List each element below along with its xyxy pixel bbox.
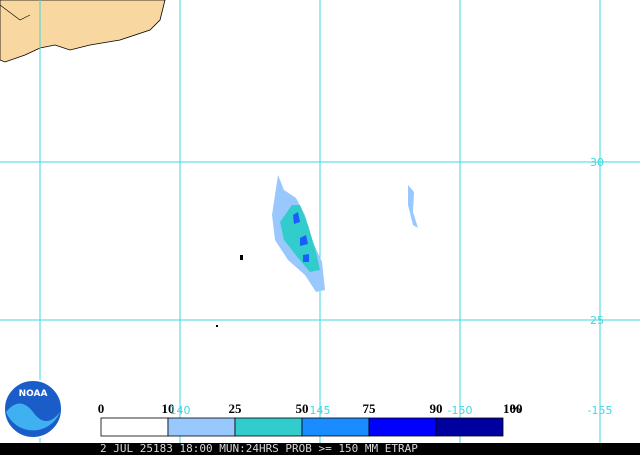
- logo-text: NOAA: [19, 389, 48, 399]
- legend-swatch: [368, 417, 437, 437]
- legend-label: 25: [229, 401, 243, 416]
- graticule: [0, 0, 640, 443]
- latitude-label: 25: [590, 314, 604, 327]
- legend-swatch: [167, 417, 236, 437]
- legend-label: 100: [503, 401, 523, 416]
- legend-label: 10: [162, 401, 175, 416]
- latitude-label: 30: [590, 156, 604, 169]
- longitude-label: -150: [448, 404, 473, 417]
- land: [0, 0, 166, 63]
- legend-swatch: [301, 417, 370, 437]
- legend-swatch: [435, 417, 504, 437]
- legend-unit: %: [509, 401, 522, 416]
- footer-bar: [0, 443, 640, 455]
- longitude-label: 140: [170, 404, 191, 417]
- logo-wave: [6, 403, 60, 431]
- coastline: [0, 4, 31, 21]
- footer-text: 2 JUL 25183 18:00 MUN:24HRS PROB >= 150 …: [100, 442, 418, 455]
- rain-area: [408, 185, 418, 228]
- legend-label: 0: [98, 401, 105, 416]
- longitude-label: -155: [588, 404, 613, 417]
- longitude-label: 145: [310, 404, 331, 417]
- island: [216, 325, 218, 327]
- legend-label: 75: [363, 401, 377, 416]
- legend-swatch: [100, 417, 169, 437]
- noaa-logo: NOAA: [3, 379, 63, 439]
- island: [240, 255, 243, 260]
- rain-core: [293, 212, 309, 262]
- legend-swatch: [234, 417, 303, 437]
- legend-label: 50: [296, 401, 309, 416]
- legend-label: 90: [430, 401, 443, 416]
